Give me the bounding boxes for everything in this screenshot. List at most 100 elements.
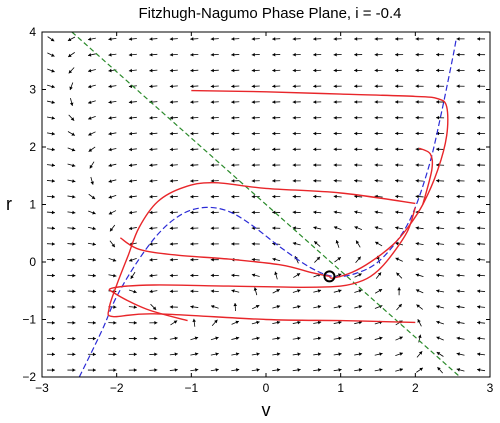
vector-arrow-head [395, 131, 399, 136]
vector-arrow-head [316, 256, 321, 261]
vector-arrow-head [112, 258, 117, 262]
vector-arrow-head [477, 305, 481, 309]
vector-arrow-head [190, 257, 194, 262]
vector-arrow-head [374, 131, 378, 136]
vector-arrow-head [253, 287, 258, 291]
vector-arrow-head [71, 132, 75, 136]
vector-arrow-head [399, 336, 403, 340]
vector-arrow-head [51, 116, 55, 120]
vector-arrow-head [149, 210, 153, 215]
vector-arrow-head [210, 131, 214, 136]
vector-arrow-head [190, 37, 194, 41]
vector-arrow-head [297, 368, 301, 372]
vector-arrow-head [313, 179, 317, 183]
x-tick-label: −3 [35, 381, 49, 395]
vector-arrow-head [149, 116, 153, 120]
vector-arrow-head [415, 100, 419, 104]
vector-arrow-head [292, 210, 296, 215]
vector-arrow-head [272, 226, 276, 230]
y-tick-label: 1 [29, 198, 36, 212]
vector-arrow-head [51, 257, 55, 262]
vector-arrow-head [436, 178, 440, 183]
vector-arrow-head [51, 226, 55, 231]
vector-arrow-head [190, 305, 194, 309]
vector-arrow-head [169, 257, 173, 262]
vector-arrow-head [338, 336, 342, 341]
vector-arrow-head [354, 100, 358, 104]
vector-arrow-head [108, 116, 112, 120]
vector-arrow-head [149, 147, 153, 152]
vector-arrow-head [333, 37, 337, 41]
vector-arrow-head [113, 305, 117, 309]
vector-arrow-head [313, 147, 317, 152]
trajectory-3 [107, 181, 416, 324]
vector-arrow-head [395, 100, 399, 104]
vector-arrow-head [51, 368, 55, 372]
vector-arrow-head [169, 273, 173, 278]
vector-arrow-head [211, 304, 215, 309]
vector-arrow-head [251, 163, 255, 167]
vector-arrow-head [374, 68, 378, 73]
vector-arrow-head [357, 256, 361, 261]
vector-arrow-head [190, 210, 194, 215]
vector-arrow-head [335, 240, 340, 244]
vector-arrow-head [89, 164, 93, 169]
vector-arrow-head [354, 178, 358, 183]
vector-arrow-head [395, 210, 399, 215]
vector-arrow-head [108, 68, 112, 73]
vector-arrow-head [374, 52, 378, 57]
vector-arrow-head [174, 352, 178, 356]
vector-arrow-head [395, 115, 399, 120]
vector-arrow-head [436, 100, 440, 104]
vector-arrow-head [354, 52, 358, 57]
vector-arrow-head [113, 321, 117, 325]
vector-arrow-head [358, 352, 363, 356]
y-axis-ticks: −2 −1 0 1 2 3 4 [22, 25, 490, 384]
vector-arrow-head [272, 210, 276, 215]
vector-arrow-head [456, 257, 460, 262]
vector-arrow-head [272, 163, 276, 167]
vector-arrow-head [251, 116, 255, 120]
vector-arrow-head [72, 273, 76, 278]
y-axis-label: r [6, 194, 12, 214]
vector-arrow-head [379, 336, 383, 341]
vector-arrow-head [314, 241, 318, 245]
vector-arrow-head [251, 100, 255, 104]
vector-arrow-head [477, 210, 481, 215]
vector-arrow-head [190, 100, 194, 104]
vector-arrow-head [292, 84, 296, 89]
vector-arrow-head [337, 273, 342, 277]
vector-arrow-head [72, 226, 76, 231]
trajectory-5 [108, 207, 416, 322]
vector-arrow-head [436, 84, 440, 89]
vector-arrow-head [190, 242, 194, 246]
vector-arrow-head [195, 368, 199, 372]
vector-arrow-head [190, 84, 194, 89]
vector-arrow-head [174, 368, 178, 372]
vector-arrow-head [235, 368, 240, 372]
vector-arrow-head [333, 131, 337, 136]
vector-arrow-head [149, 37, 153, 41]
vector-arrow-head [375, 241, 379, 245]
fixed-point-group [323, 270, 336, 283]
vector-arrow-head [231, 163, 235, 167]
vector-arrow-head [477, 242, 481, 246]
vector-arrow-head [231, 68, 235, 73]
vector-arrow-head [398, 303, 402, 308]
vector-arrow-head [313, 194, 317, 199]
vector-arrow-head [456, 163, 460, 167]
vector-arrow-head [337, 257, 341, 261]
vector-arrow-head [333, 226, 338, 230]
vector-arrow-head [477, 273, 481, 278]
vector-arrow-head [71, 147, 76, 152]
vector-arrow-head [415, 194, 419, 199]
vector-arrow-head [51, 289, 55, 294]
vector-arrow-head [92, 258, 96, 262]
vector-arrow-head [379, 352, 383, 356]
vector-arrow-head [456, 273, 460, 278]
vector-arrow-head [133, 305, 137, 309]
vector-arrow-head [292, 37, 296, 41]
vector-arrow-head [378, 289, 383, 293]
x-tick-label: −2 [110, 381, 124, 395]
vector-arrow-head [169, 210, 173, 215]
